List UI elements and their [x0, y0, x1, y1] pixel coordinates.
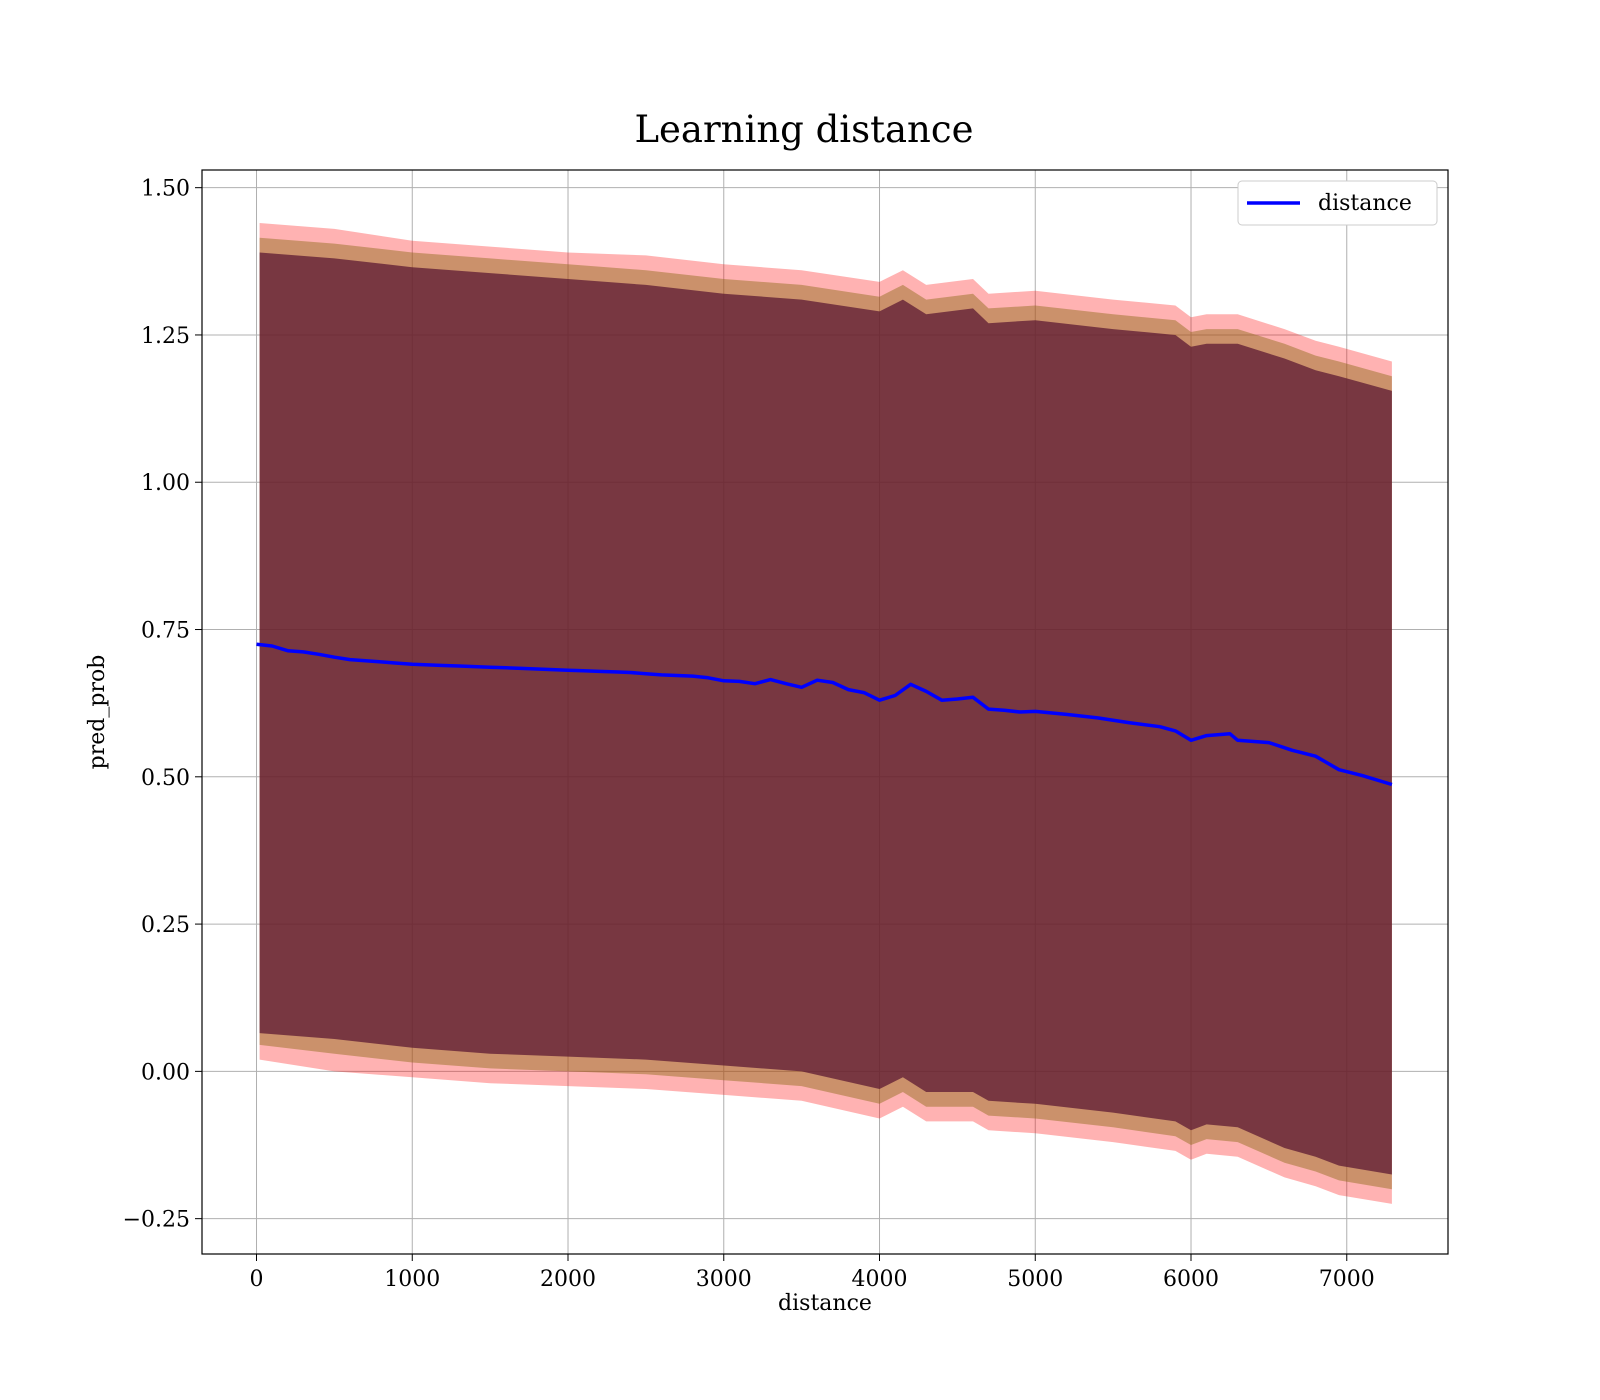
- x-ticks: 0 1000 2000 3000 4000 5000 6000 7000: [250, 1254, 1375, 1292]
- bands: [259, 223, 1392, 1204]
- band-inner: [259, 252, 1392, 1175]
- legend-label: distance: [1318, 191, 1412, 216]
- y-tick-label: 0.25: [141, 913, 190, 938]
- series-line-distance: [256, 642, 1393, 787]
- y-tick-label: 0.75: [141, 619, 190, 644]
- x-tick-label: 6000: [1163, 1267, 1219, 1292]
- series-lines: [256, 642, 1393, 787]
- y-tick-label: 0.00: [141, 1060, 190, 1085]
- x-tick-label: 4000: [852, 1267, 908, 1292]
- plot-frame: [201, 169, 1449, 1255]
- y-tick-label: −0.25: [123, 1208, 190, 1233]
- x-axis-label: distance: [778, 1291, 872, 1316]
- x-tick-label: 5000: [1007, 1267, 1063, 1292]
- legend: distance: [1237, 180, 1438, 226]
- x-tick-label: 7000: [1319, 1267, 1375, 1292]
- y-axis-label: pred_prob: [85, 655, 110, 770]
- x-tick-label: 1000: [384, 1267, 440, 1292]
- chart-title: Learning distance: [634, 108, 973, 151]
- y-tick-label: 1.25: [141, 324, 190, 349]
- y-ticks: −0.25 0.00 0.25 0.50 0.75 1.00 1.25 1.50: [123, 177, 202, 1233]
- x-tick-label: 0: [250, 1267, 264, 1292]
- y-tick-label: 1.50: [141, 177, 190, 202]
- x-tick-label: 3000: [696, 1267, 752, 1292]
- y-tick-label: 1.00: [141, 471, 190, 496]
- legend-box: [1237, 180, 1438, 226]
- x-tick-label: 2000: [540, 1267, 596, 1292]
- y-tick-label: 0.50: [141, 766, 190, 791]
